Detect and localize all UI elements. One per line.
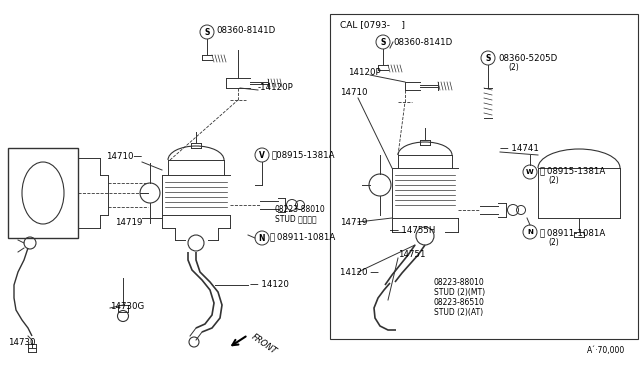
Text: STUD (2)(AT): STUD (2)(AT) [434,308,483,317]
Bar [330,14,638,339]
Text: -14120P: -14120P [258,83,294,92]
Text: 14120P: 14120P [348,68,381,77]
Text: Ⓥ08915-1381A: Ⓥ08915-1381A [272,150,335,159]
Text: — 14120: — 14120 [250,280,289,289]
Text: 14719: 14719 [340,218,367,227]
Text: W: W [526,169,534,175]
Text: N: N [527,229,533,235]
Text: ― 14755H: ― 14755H [390,226,435,235]
Text: S: S [380,38,386,46]
Text: FRONT: FRONT [250,332,278,356]
Text: CAL [0793-    ]: CAL [0793- ] [340,20,405,29]
Text: V: V [259,151,265,160]
Text: 14730G: 14730G [110,302,144,311]
Text: 14719: 14719 [115,218,142,227]
Text: 08223-88010: 08223-88010 [275,205,326,214]
Text: Ⓝ 08911-1081A: Ⓝ 08911-1081A [270,232,335,241]
Text: 08223-86510: 08223-86510 [434,298,485,307]
Text: 08360-5205D: 08360-5205D [498,54,557,63]
Text: 14730: 14730 [8,338,35,347]
Text: 14751: 14751 [398,250,426,259]
Text: STUD スタッド: STUD スタッド [275,214,317,223]
Text: Ⓦ 08915-1381A: Ⓦ 08915-1381A [540,166,605,175]
Text: (2): (2) [548,238,559,247]
Text: S: S [204,28,210,36]
Text: 14120 —: 14120 — [340,268,379,277]
Text: 14710—: 14710— [106,152,142,161]
Text: Ⓝ 08911-1081A: Ⓝ 08911-1081A [540,228,605,237]
Text: 08360-8141D: 08360-8141D [393,38,452,47]
Text: (2): (2) [508,63,519,72]
Text: S: S [485,54,491,62]
Text: STUD (2)(MT): STUD (2)(MT) [434,288,485,297]
Text: 08223-88010: 08223-88010 [434,278,484,287]
Text: (2): (2) [548,176,559,185]
Text: — 14741: — 14741 [500,144,539,153]
Text: 14710: 14710 [340,88,367,97]
Text: N: N [259,234,265,243]
Text: 08360-8141D: 08360-8141D [216,26,275,35]
Text: A´·70,000: A´·70,000 [587,346,625,355]
Bar [8,148,78,238]
